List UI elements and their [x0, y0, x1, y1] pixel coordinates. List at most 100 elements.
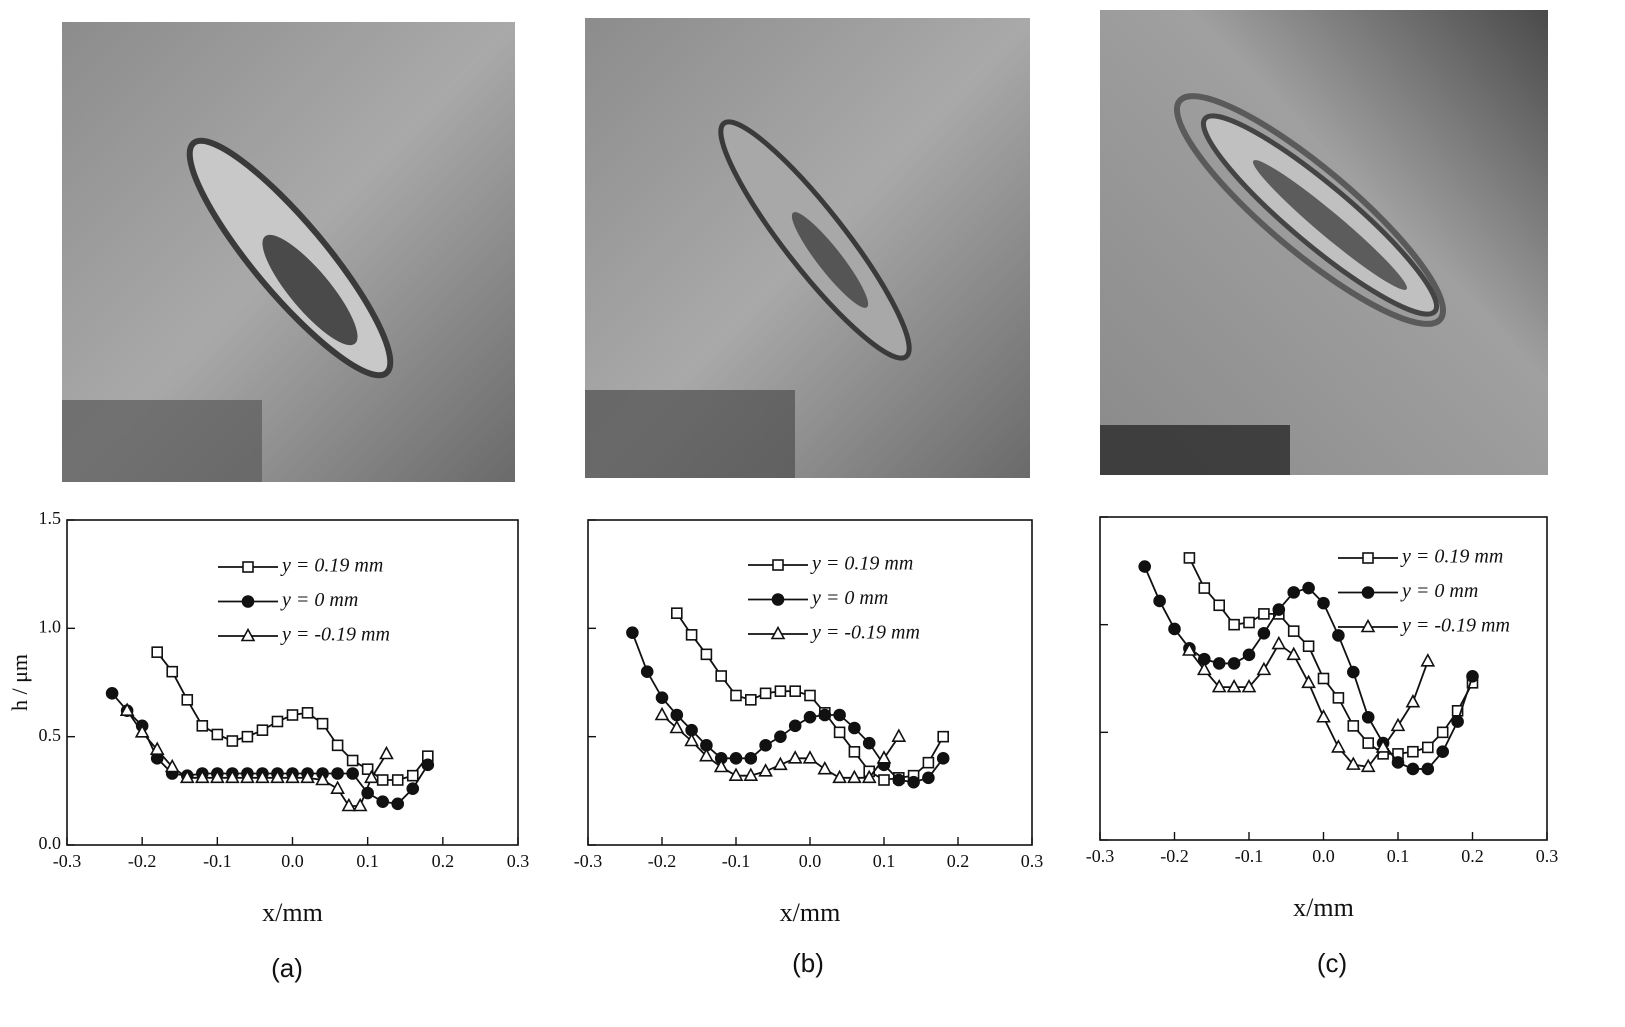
caption: (b) [792, 948, 824, 978]
x-tick-label: 0.3 [1021, 851, 1044, 871]
data-point [1168, 622, 1181, 636]
data-point [1301, 674, 1316, 689]
data-point [1256, 661, 1272, 676]
legend-marker [241, 595, 255, 608]
data-point [876, 750, 892, 764]
x-tick-label: 0.3 [507, 851, 530, 871]
data-point [194, 769, 210, 784]
legend-marker [772, 559, 784, 571]
legend-marker [1362, 552, 1374, 564]
data-point [833, 726, 846, 739]
legend-label: y = 0.19 mm [1400, 546, 1503, 568]
legend-marker [242, 561, 254, 573]
data-point [1227, 657, 1241, 670]
data-point [285, 769, 300, 784]
data-point [1211, 678, 1227, 693]
x-tick-label: 0.0 [1312, 846, 1335, 866]
data-point [1331, 739, 1346, 753]
series-line [111, 692, 429, 805]
data-point [1286, 646, 1302, 661]
data-point [1198, 582, 1211, 594]
x-tick-label: 0.1 [1387, 846, 1410, 866]
data-point [922, 771, 935, 785]
data-point [256, 724, 269, 736]
data-point [149, 741, 165, 755]
data-point [1332, 629, 1345, 642]
x-tick-label: -0.1 [1235, 846, 1264, 866]
data-point [364, 769, 379, 784]
data-point [1421, 762, 1435, 776]
data-point [832, 769, 847, 784]
data-point [1213, 599, 1225, 612]
data-point [729, 752, 743, 765]
data-point [1375, 739, 1391, 753]
data-point [330, 780, 345, 794]
data-point [352, 797, 368, 812]
data-point [105, 687, 119, 700]
data-point [346, 754, 359, 767]
data-point [1347, 720, 1360, 732]
data-point [787, 750, 803, 764]
data-point [774, 730, 787, 743]
data-point [654, 706, 670, 721]
data-point [1347, 665, 1360, 679]
data-point [196, 720, 209, 732]
data-point [685, 629, 698, 641]
legend-label: y = 0.19 mm [280, 555, 383, 577]
data-point [376, 774, 389, 786]
data-point [421, 758, 435, 772]
data-point [181, 694, 194, 706]
data-point [715, 670, 728, 682]
data-point [315, 771, 330, 786]
data-point [341, 797, 357, 812]
data-point [255, 769, 270, 784]
data-point [1258, 608, 1270, 620]
data-point [655, 691, 669, 704]
data-point [331, 767, 344, 780]
data-point [891, 728, 907, 742]
data-point [774, 685, 787, 697]
data-point [166, 665, 179, 678]
series-line [631, 632, 944, 784]
data-point [346, 767, 359, 780]
data-point [271, 715, 284, 728]
data-point [300, 769, 315, 784]
data-point [1228, 618, 1240, 631]
x-tick-label: 0.0 [281, 851, 304, 871]
x-tick-label: 0.3 [1536, 846, 1559, 866]
legend-label: y = -0.19 mm [810, 622, 920, 644]
x-tick-label: 0.2 [1461, 846, 1484, 866]
data-point [804, 689, 816, 702]
data-point [1196, 661, 1212, 676]
data-point [1287, 586, 1300, 599]
x-tick-label: -0.2 [648, 851, 677, 871]
data-point [744, 752, 758, 765]
data-point [626, 626, 639, 639]
data-point [209, 769, 225, 784]
data-point [773, 756, 788, 771]
y-tick-label: 1.0 [39, 616, 62, 636]
legend-marker [770, 625, 786, 640]
legend-label: y = 0 mm [810, 587, 888, 609]
data-point [1287, 625, 1300, 637]
data-point [1345, 756, 1361, 770]
data-point [789, 685, 802, 697]
plot-frame [587, 519, 1033, 846]
data-point [759, 687, 772, 700]
data-point [361, 763, 374, 775]
data-point [225, 769, 240, 784]
x-tick-label: -0.1 [203, 851, 232, 871]
data-point [803, 710, 817, 724]
legend-marker [240, 627, 256, 642]
data-point [1422, 741, 1434, 754]
data-point [833, 708, 846, 722]
data-point [270, 769, 285, 784]
data-point [1391, 756, 1405, 769]
caption: (a) [271, 953, 303, 983]
data-point [1302, 581, 1315, 595]
x-axis-label: x/mm [262, 898, 323, 927]
data-point [758, 763, 773, 777]
data-point [1420, 653, 1436, 667]
y-tick-label: 1.5 [39, 508, 62, 528]
y-axis-label: h / μm [7, 654, 32, 711]
